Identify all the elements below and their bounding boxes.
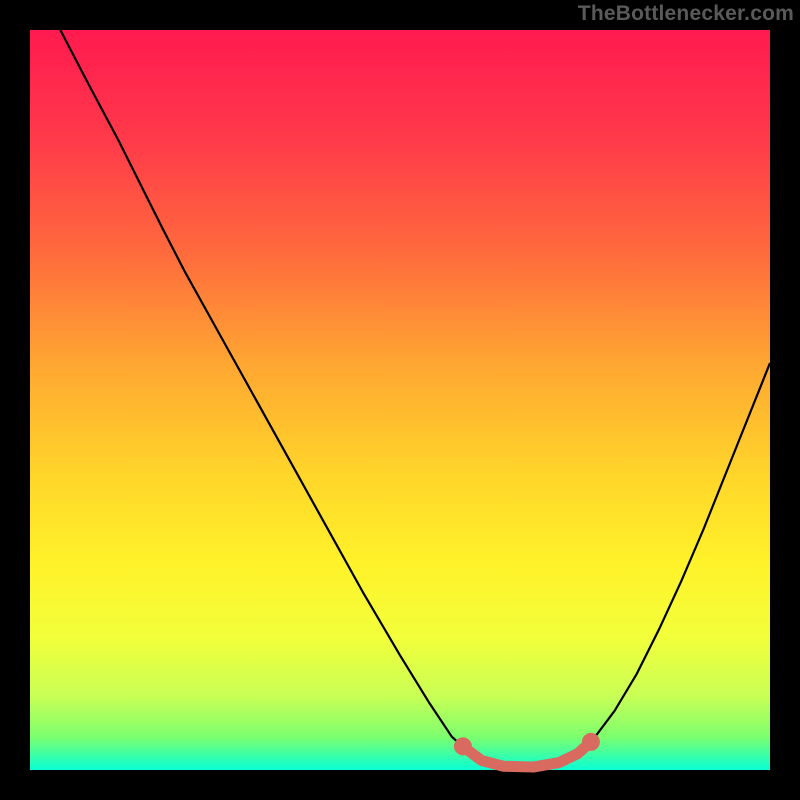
bottleneck-chart <box>0 0 800 800</box>
plot-background-gradient <box>30 30 770 770</box>
optimal-range-endpoint-left <box>454 737 472 755</box>
watermark-text: TheBottlenecker.com <box>578 2 794 26</box>
optimal-range-endpoint-right <box>582 733 600 751</box>
chart-container: TheBottlenecker.com <box>0 0 800 800</box>
